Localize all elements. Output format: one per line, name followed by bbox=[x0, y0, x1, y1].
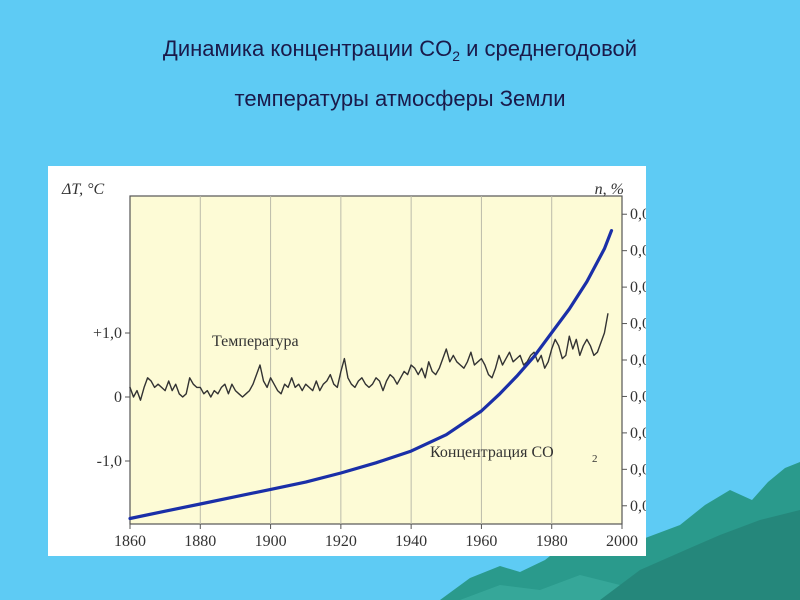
y-right-tick-label: 0,030 bbox=[630, 461, 646, 478]
x-tick-label: 1960 bbox=[465, 533, 497, 550]
y-right-tick-label: 0,033 bbox=[630, 352, 646, 369]
co2-series-label-subscript: 2 bbox=[592, 453, 598, 465]
plot-area bbox=[129, 195, 623, 525]
chart-panel: 1860 1880 1900 1920 1940 1960 1980 2000 +1,0 0 -1,… bbox=[48, 166, 646, 556]
x-tick-label: 1880 bbox=[184, 533, 216, 550]
x-tick-label: 1940 bbox=[395, 533, 427, 550]
x-tick-label: 1920 bbox=[325, 533, 357, 550]
co2-series-label: Концентрация СО bbox=[430, 444, 554, 461]
slide-title-line-2: температуры атмосферы Земли bbox=[234, 86, 566, 111]
title-main-text: Динамика концентрации CO bbox=[162, 36, 453, 61]
x-tick-label: 1900 bbox=[255, 533, 287, 550]
y-left-tick-label: -1,0 bbox=[97, 453, 122, 470]
chart: 1860 1880 1900 1920 1940 1960 1980 2000 +1,0 0 -1,… bbox=[61, 181, 646, 550]
y-right-axis-label: n, % bbox=[595, 181, 624, 198]
y-right-tick-label: 0,032 bbox=[630, 388, 646, 405]
temperature-series-line bbox=[129, 313, 609, 401]
title-tail-text: и среднегодовой bbox=[460, 36, 638, 61]
y-left-tick-label: +1,0 bbox=[93, 325, 122, 342]
x-tick-label: 2000 bbox=[606, 533, 638, 550]
y-right-tick-label: 0,037 bbox=[630, 206, 646, 223]
y-left-tick-label: 0 bbox=[114, 389, 122, 406]
co2-series-line bbox=[128, 229, 614, 521]
y-right-tick-label: 0,029 bbox=[630, 498, 646, 515]
slide-title-line-1: Динамика концентрации CO2 и среднегодово… bbox=[0, 36, 800, 64]
title-subscript: 2 bbox=[452, 48, 460, 64]
temperature-series-label: Температура bbox=[212, 333, 299, 350]
x-tick-label: 1860 bbox=[114, 533, 146, 550]
y-right-tick-label: 0,035 bbox=[630, 279, 646, 296]
x-tick-label: 1980 bbox=[536, 533, 568, 550]
y-right-tick-label: 0,031 bbox=[630, 425, 646, 442]
y-right-tick-label: 0,034 bbox=[630, 316, 646, 333]
y-left-axis-label: ΔT, °C bbox=[61, 181, 105, 198]
y-right-tick-label: 0,036 bbox=[630, 243, 646, 260]
